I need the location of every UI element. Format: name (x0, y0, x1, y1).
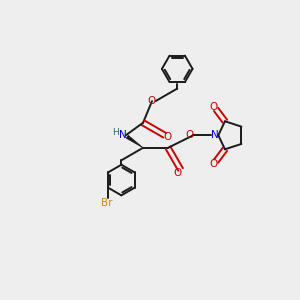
Text: O: O (186, 130, 194, 140)
Text: O: O (164, 132, 172, 142)
Text: N: N (211, 130, 219, 140)
Text: O: O (209, 102, 217, 112)
Text: O: O (209, 159, 217, 169)
Text: O: O (173, 168, 182, 178)
Text: Br: Br (101, 198, 112, 208)
Text: H: H (112, 128, 119, 137)
Text: O: O (147, 96, 155, 106)
Text: N: N (119, 130, 127, 140)
Polygon shape (126, 135, 143, 148)
